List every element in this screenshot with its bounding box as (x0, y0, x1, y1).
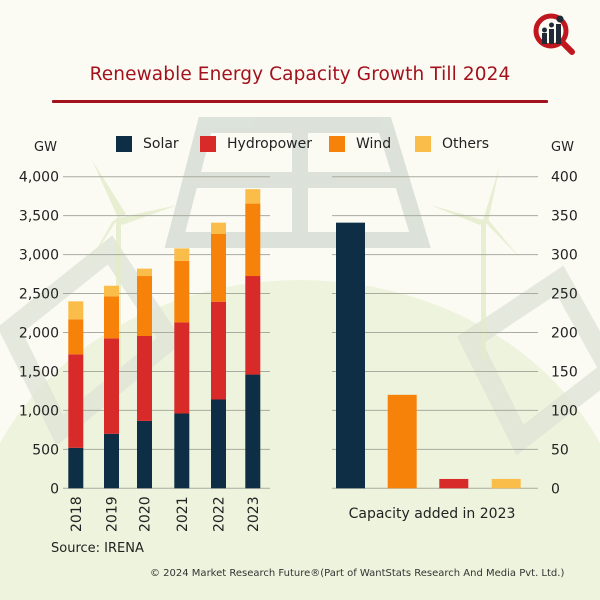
bar-segment-hydropower-2021 (174, 322, 190, 414)
bar-segment-solar-2020 (137, 420, 152, 489)
bar-segment-solar-2019 (104, 433, 119, 489)
left-y-tick-label: 3,000 (19, 248, 59, 264)
legend-swatch-others (415, 136, 431, 152)
x-tick-label-2021: 2021 (175, 496, 191, 532)
bar-segment-hydropower-2022 (211, 301, 226, 400)
right-y-tick-label: 200 (551, 326, 578, 342)
right-x-axis-label: Capacity added in 2023 (349, 506, 516, 522)
bar-segment-hydropower-2018 (68, 354, 84, 448)
x-tick-label-2022: 2022 (212, 496, 228, 532)
right-y-tick-label: 300 (551, 248, 578, 264)
left-y-tick-label: 2,000 (19, 326, 59, 342)
right-axis-unit: GW (551, 140, 574, 155)
bar-segment-others-2021 (174, 248, 190, 261)
copyright-note: © 2024 Market Research Future®(Part of W… (150, 568, 565, 579)
x-tick-label-2018: 2018 (69, 496, 85, 532)
title-underline (52, 100, 548, 103)
bar-segment-wind-2020 (137, 276, 152, 337)
bar-segment-wind-2018 (68, 319, 84, 355)
left-y-tick-label: 0 (50, 481, 59, 497)
bar-segment-solar-2018 (68, 447, 84, 489)
right-y-tick-label: 150 (551, 364, 578, 380)
right-y-tick-label: 250 (551, 287, 578, 303)
legend-swatch-wind (329, 136, 345, 152)
legend-item-others: Others (415, 135, 489, 153)
legend-swatch-hydropower (200, 136, 216, 152)
left-axis-unit: GW (34, 140, 57, 155)
x-tick-label-2023: 2023 (246, 496, 262, 532)
x-tick-label-2019: 2019 (105, 496, 121, 532)
bar-segment-wind-2022 (211, 233, 226, 302)
right-y-tick-label: 0 (551, 481, 560, 497)
bar-segment-solar-2023 (245, 374, 261, 489)
bar-segment-wind-2023 (245, 203, 261, 277)
bar-segment-wind-2019 (104, 296, 119, 339)
bar-segment-others-2018 (68, 301, 84, 320)
bar-segment-hydropower-2020 (137, 336, 152, 421)
legend-item-hydropower: Hydropower (200, 135, 312, 153)
left-y-tick-label: 500 (32, 442, 59, 458)
bar-segment-others-2022 (211, 222, 226, 234)
legend-label-others: Others (442, 136, 490, 152)
left-y-tick-label: 2,500 (19, 287, 59, 303)
chart-title: Renewable Energy Capacity Growth Till 20… (89, 64, 511, 85)
left-y-tick-label: 1,000 (19, 403, 59, 419)
bar-segment-others-2023 (245, 189, 261, 204)
left-y-tick-label: 3,500 (19, 209, 59, 225)
bar-added-2023-wind (387, 394, 417, 489)
magnifier-bar-chart-logo-icon (533, 13, 575, 55)
legend-item-wind: Wind (329, 135, 391, 153)
left-y-tick-label: 4,000 (19, 170, 59, 186)
solar-panel-right-shape (457, 265, 600, 456)
legend-label-solar: Solar (143, 136, 179, 152)
solar-panel-left-shape (0, 235, 184, 446)
bar-segment-solar-2022 (211, 399, 226, 489)
bar-segment-others-2020 (137, 268, 152, 277)
right-y-tick-label: 400 (551, 170, 578, 186)
bar-segment-hydropower-2023 (245, 276, 261, 375)
right-y-tick-label: 100 (551, 403, 578, 419)
bar-segment-others-2019 (104, 285, 119, 297)
wind-turbine-right-icon (430, 165, 520, 360)
right-y-tick-label: 50 (551, 442, 569, 458)
bar-added-2023-others (491, 478, 521, 489)
bar-added-2023-hydropower (439, 478, 469, 489)
x-tick-label-2020: 2020 (138, 496, 154, 532)
legend-swatch-solar (116, 136, 132, 152)
legend-item-solar: Solar (116, 135, 179, 153)
source-note: Source: IRENA (51, 541, 144, 556)
bar-segment-wind-2021 (174, 260, 190, 323)
legend-label-wind: Wind (356, 136, 392, 152)
legend-label-hydropower: Hydropower (227, 136, 312, 152)
left-y-tick-label: 1,500 (19, 364, 59, 380)
bar-added-2023-solar (336, 222, 365, 489)
solar-panel-shape (164, 117, 431, 248)
right-y-tick-label: 350 (551, 209, 578, 225)
bar-segment-solar-2021 (174, 413, 190, 489)
bar-segment-hydropower-2019 (104, 338, 119, 434)
